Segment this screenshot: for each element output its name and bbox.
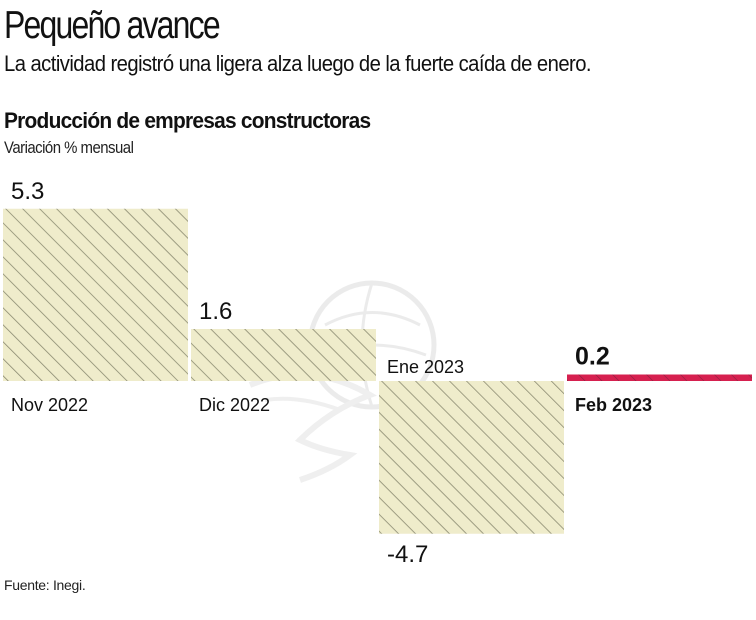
labels-group: 5.3 Nov 2022 1.6 Dic 2022 -4.7 Ene 2023 0.2 Feb… — [11, 178, 652, 568]
chart-subtitle: Variación % mensual — [4, 138, 134, 157]
category-label: Nov 2022 — [11, 395, 88, 415]
bar-ene-2023 — [379, 381, 564, 534]
page-subtitle: La actividad registró una ligera alza lu… — [4, 51, 592, 76]
bar-feb-2023 — [567, 374, 752, 381]
value-label: -4.7 — [387, 541, 428, 568]
value-label: 0.2 — [575, 343, 610, 371]
bar-nov-2022 — [3, 208, 188, 381]
category-label: Feb 2023 — [575, 395, 652, 415]
value-label: 5.3 — [11, 178, 44, 205]
bars-group — [3, 208, 752, 534]
category-label: Dic 2022 — [199, 395, 270, 415]
source-note: Fuente: Inegi. — [4, 577, 86, 593]
bar-dic-2022 — [191, 329, 376, 381]
chart-title: Producción de empresas constructoras — [4, 108, 371, 133]
page-title: Pequeño avance — [4, 4, 221, 47]
value-label: 1.6 — [199, 298, 232, 325]
category-label: Ene 2023 — [387, 357, 464, 377]
